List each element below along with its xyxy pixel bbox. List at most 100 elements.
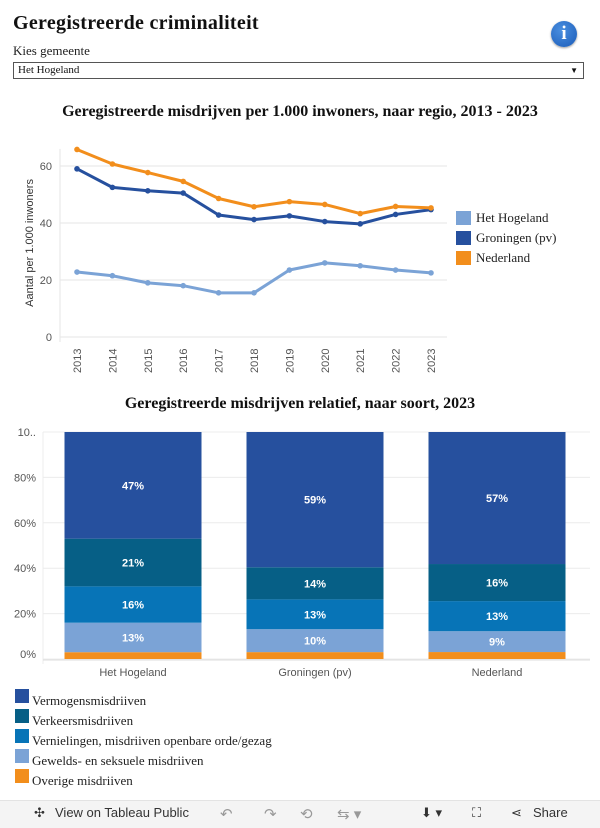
x-tick-label: 2019 — [284, 349, 296, 373]
y-tick-label: 60 — [40, 161, 52, 173]
legend-label: Het Hogeland — [476, 210, 549, 225]
legend-swatch — [15, 769, 29, 783]
data-point — [74, 166, 80, 172]
data-point — [145, 187, 151, 194]
filter-label: Kies gemeente — [13, 43, 90, 58]
bar-chart: 0% 20% 40% 60% 80% 10.. 13% 16% 21% 47% Het Hogela… — [14, 427, 590, 679]
y-tick-label: 80% — [14, 472, 36, 484]
data-point — [428, 270, 434, 276]
data-point — [180, 178, 186, 185]
bar-data-label: 21% — [122, 558, 144, 570]
bar-data-label: 57% — [486, 493, 508, 505]
legend-label: Overige misdriiven — [32, 773, 133, 788]
municipality-select[interactable]: Het Hogeland ▼ — [13, 62, 584, 79]
refresh-icon[interactable]: ⇆ ▾ — [337, 806, 362, 823]
download-icon[interactable]: ⬇ ▾ — [421, 805, 443, 820]
bar-segment — [64, 652, 202, 659]
legend-label: Gewelds- en seksuele misdriiven — [32, 753, 204, 768]
bar-data-label: 10% — [304, 636, 326, 648]
view-on-tableau-button[interactable]: View on Tableau Public — [55, 805, 189, 820]
y-tick-label: 20 — [40, 275, 52, 287]
data-point — [215, 195, 222, 202]
info-icon[interactable]: i — [551, 21, 577, 47]
redo-icon[interactable]: ↷ — [264, 806, 277, 823]
x-tick-label: 2022 — [391, 349, 403, 373]
bar-segment — [428, 601, 566, 632]
bar-segment — [64, 538, 202, 587]
data-point — [286, 198, 293, 205]
revert-icon[interactable]: ⟲ — [300, 806, 313, 823]
bar-segment — [64, 622, 202, 653]
data-point — [109, 272, 116, 279]
bar-segment — [428, 652, 566, 659]
x-tick-label: 2016 — [178, 349, 190, 373]
bar-data-label: 16% — [486, 578, 508, 590]
y-tick-label: 60% — [14, 518, 36, 530]
bar-segment — [246, 599, 384, 630]
data-point — [428, 205, 434, 211]
y-tick-label: 40% — [14, 563, 36, 575]
y-tick-label: 40 — [40, 218, 52, 230]
bar-segment — [64, 432, 202, 539]
legend-swatch — [15, 709, 29, 723]
data-point — [251, 290, 257, 296]
bar-data-label: 13% — [122, 632, 144, 644]
data-point — [180, 190, 186, 196]
bar-segment — [428, 564, 566, 602]
data-point — [286, 213, 293, 219]
bar-data-label: 47% — [122, 480, 144, 492]
x-tick-label: 2021 — [355, 349, 367, 373]
legend-swatch — [15, 689, 29, 703]
x-tick-label: 2018 — [249, 349, 261, 373]
tableau-toolbar: ✣ View on Tableau Public ↶ ↷ ⟲ ⇆ ▾ ⬇ ▾ ⛶… — [0, 800, 600, 828]
y-tick-label: 10.. — [18, 427, 36, 439]
data-point — [286, 267, 293, 273]
x-tick-label: Het Hogeland — [99, 667, 166, 679]
data-point — [357, 210, 364, 217]
share-icon[interactable]: ⋖ — [511, 805, 522, 820]
bar-chart-title: Geregistreerde misdrijven relatief, naar… — [124, 395, 476, 412]
x-tick-label: Nederland — [472, 667, 523, 679]
undo-icon[interactable]: ↶ — [220, 806, 233, 823]
municipality-select-value: Het Hogeland — [18, 64, 80, 76]
chevron-down-icon: ▼ — [570, 66, 578, 75]
bar-data-label: 13% — [304, 609, 326, 621]
x-tick-label: 2020 — [320, 349, 332, 373]
legend-swatch — [456, 251, 471, 265]
data-point — [215, 290, 222, 296]
data-point — [392, 211, 399, 218]
bar-segment — [64, 586, 202, 623]
data-point — [109, 184, 116, 191]
data-point — [215, 212, 222, 218]
y-axis-label: Aantal per 1.000 inwoners — [24, 179, 36, 307]
x-tick-label: 2023 — [426, 349, 438, 373]
data-point — [322, 201, 328, 208]
data-point — [322, 218, 328, 225]
bar-data-label: 9% — [489, 637, 505, 649]
bar-segment — [246, 652, 384, 659]
tableau-logo-icon: ✣ — [34, 805, 45, 820]
legend-label: Verkeersmisdriiven — [32, 713, 134, 728]
x-tick-label: 2017 — [214, 349, 226, 373]
y-tick-label: 20% — [14, 609, 36, 621]
data-point — [251, 216, 257, 223]
share-button[interactable]: Share — [533, 805, 568, 820]
data-point — [392, 203, 399, 210]
bar-data-label: 16% — [122, 600, 144, 612]
legend-label: Vermogensmisdriiven — [32, 693, 147, 708]
bar-data-label: 59% — [304, 495, 326, 507]
data-point — [392, 267, 399, 273]
legend-label: Nederland — [476, 250, 531, 265]
data-point — [74, 269, 80, 275]
legend-label: Groningen (pv) — [476, 230, 557, 245]
y-tick-label: 0% — [20, 649, 36, 661]
fullscreen-icon[interactable]: ⛶ — [472, 805, 482, 820]
bar-segment — [246, 567, 384, 600]
legend-swatch — [15, 729, 29, 743]
data-point — [357, 262, 364, 269]
bar-segment — [246, 432, 384, 568]
legend-swatch — [15, 749, 29, 763]
data-point — [357, 221, 364, 227]
data-point — [322, 260, 328, 266]
bar-data-label: 14% — [304, 578, 326, 590]
